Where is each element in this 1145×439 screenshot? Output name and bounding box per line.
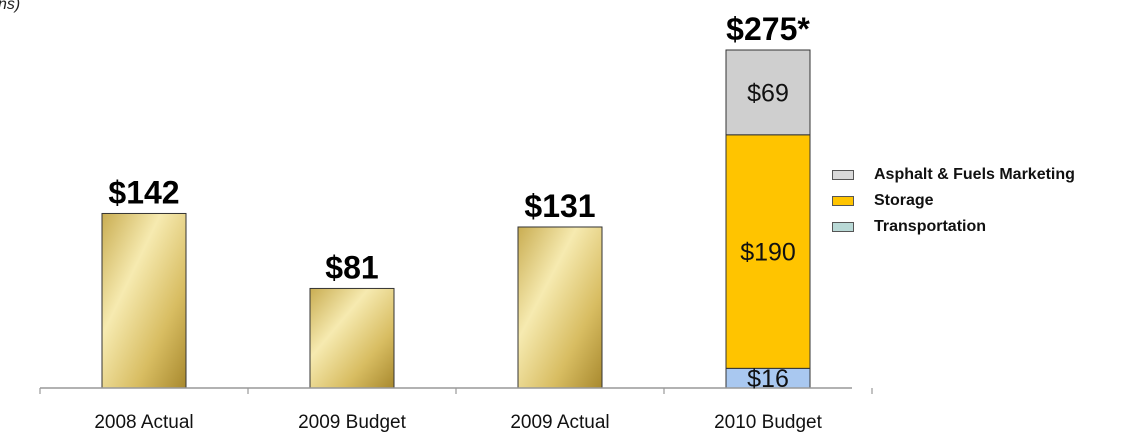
bar-2008-actual (101, 212, 187, 389)
category-label: 2009 Actual (510, 412, 609, 433)
legend-swatch-transportation (832, 222, 854, 232)
bar-total-label: $131 (524, 188, 595, 224)
stack-segment-asphalt-fuels-marketing (725, 49, 811, 136)
legend-item-storage: Storage (832, 188, 1075, 214)
bar-2009-actual (517, 226, 603, 389)
legend-swatch-asphalt (832, 170, 854, 180)
category-label: 2009 Budget (298, 412, 406, 433)
bar-total-label: $275* (726, 11, 810, 47)
legend-swatch-storage (832, 196, 854, 206)
legend: Asphalt & Fuels Marketing Storage Transp… (832, 162, 1075, 240)
corner-text: ns) (0, 0, 21, 13)
bar-2009-budget (309, 287, 395, 389)
legend-item-asphalt: Asphalt & Fuels Marketing (832, 162, 1075, 188)
legend-item-transportation: Transportation (832, 214, 1075, 240)
stack-segment-storage (725, 134, 811, 369)
legend-label: Asphalt & Fuels Marketing (874, 166, 1075, 183)
category-label: 2008 Actual (94, 412, 193, 433)
bar-total-label: $142 (108, 174, 179, 210)
segment-value-label: $16 (747, 365, 789, 393)
category-label: 2010 Budget (714, 412, 822, 433)
legend-label: Storage (874, 192, 934, 209)
bar-total-label: $81 (325, 249, 378, 285)
segment-value-label: $190 (740, 239, 796, 267)
legend-label: Transportation (874, 218, 987, 235)
segment-value-label: $69 (747, 79, 789, 107)
